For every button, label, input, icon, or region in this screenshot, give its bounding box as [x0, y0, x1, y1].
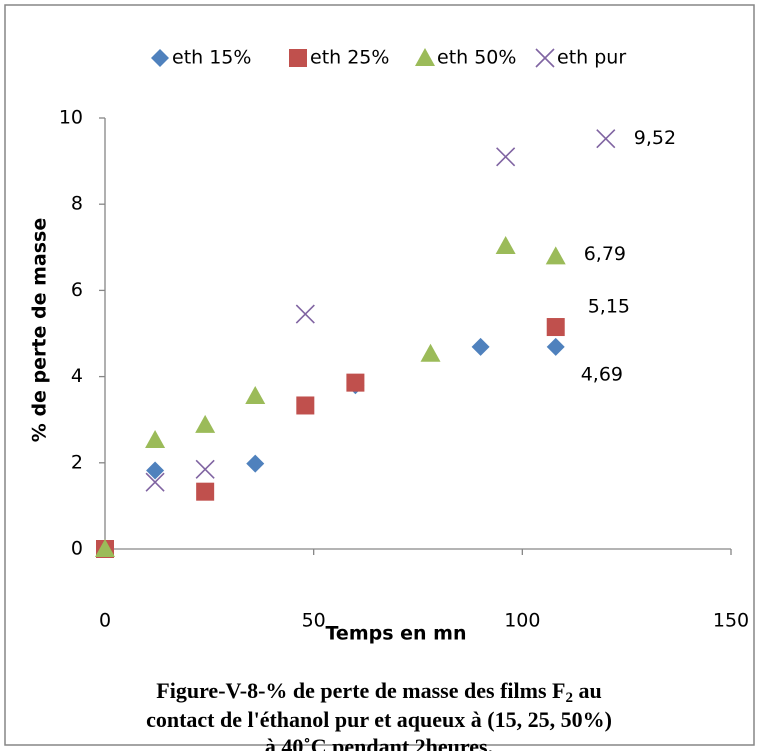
marker	[596, 129, 616, 149]
marker	[535, 48, 555, 68]
marker	[289, 49, 307, 67]
data-label: 6,79	[584, 243, 626, 265]
marker	[246, 454, 265, 473]
legend-label: eth pur	[557, 47, 626, 69]
caption-text: Figure-V-8-% de perte de masse des films…	[156, 678, 565, 703]
y-tick-label: 6	[71, 279, 83, 301]
marker	[151, 49, 169, 67]
marker	[415, 48, 435, 66]
y-tick-label: 10	[59, 107, 83, 129]
marker	[495, 236, 516, 255]
marker	[196, 482, 215, 501]
data-label: 4,69	[581, 363, 623, 385]
data-label: 9,52	[634, 127, 676, 149]
caption-line: contact de l'éthanol pur et aqueux à (15…	[146, 707, 612, 732]
caption-text: au	[573, 678, 602, 703]
y-tick-label: 4	[71, 365, 83, 387]
marker	[346, 373, 365, 392]
marker	[296, 396, 315, 415]
y-tick-label: 0	[71, 538, 83, 560]
x-tick-label: 150	[713, 610, 749, 632]
marker	[545, 246, 566, 265]
x-tick-label: 100	[504, 610, 540, 632]
marker	[420, 343, 441, 362]
marker	[496, 147, 516, 167]
marker	[195, 459, 215, 479]
legend-label: eth 50%	[437, 47, 516, 69]
marker	[245, 385, 266, 404]
marker	[471, 337, 490, 356]
caption-line: Figure-V-8-% de perte de masse des films…	[156, 678, 601, 706]
marker	[145, 472, 165, 492]
marker	[195, 414, 216, 433]
x-tick-label: 0	[99, 610, 111, 632]
marker	[295, 304, 315, 324]
chart-frame	[4, 4, 755, 746]
marker	[546, 337, 565, 356]
legend-label: eth 25%	[310, 47, 389, 69]
marker	[146, 461, 165, 480]
caption-subscript: 2	[565, 690, 573, 706]
legend-label: eth 15%	[172, 47, 251, 69]
marker	[546, 318, 565, 337]
marker	[95, 539, 115, 557]
y-tick-label: 2	[71, 451, 83, 473]
y-tick-label: 8	[71, 193, 83, 215]
data-label: 5,15	[588, 296, 630, 318]
x-axis-label: Temps en mn	[326, 623, 467, 645]
y-axis-label: % de perte de masse	[29, 218, 51, 442]
marker	[145, 429, 166, 448]
caption-line: à 40˚C pendant 2heures.	[265, 734, 493, 751]
x-tick-label: 50	[302, 610, 326, 632]
